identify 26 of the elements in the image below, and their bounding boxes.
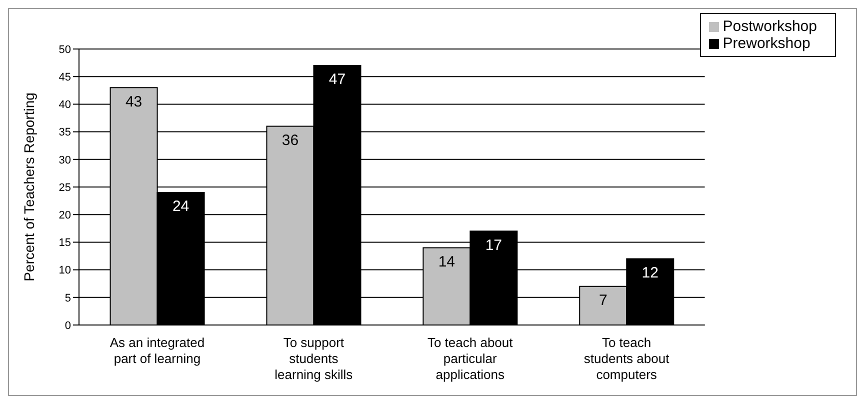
x-tick-label: To teach about particular applications <box>427 335 514 382</box>
y-tick-label: 0 <box>64 320 71 332</box>
y-tick-label: 25 <box>58 182 71 194</box>
x-tick-label: To support students learning skills <box>274 335 354 382</box>
data-label: 36 <box>282 132 299 149</box>
x-tick-label: To teach students about computers <box>584 335 670 382</box>
data-label: 24 <box>172 198 190 216</box>
y-tick-label: 10 <box>58 264 71 277</box>
x-tick-label: As an integrated part of learning <box>110 335 205 366</box>
y-tick-label: 30 <box>58 154 71 166</box>
y-tick-label: 50 <box>58 44 71 56</box>
legend-label: Postworkshop <box>722 18 817 35</box>
y-tick-label: 40 <box>58 99 71 112</box>
data-label: 14 <box>438 253 456 270</box>
data-label: 43 <box>125 93 142 110</box>
y-tick-label: 15 <box>58 237 71 250</box>
data-label: 47 <box>328 71 346 88</box>
y-axis-title: Percent of Teachers Reporting <box>20 92 37 282</box>
y-tick-label: 20 <box>58 210 71 222</box>
y-tick-label: 45 <box>58 72 71 84</box>
y-tick-label: 5 <box>64 292 71 304</box>
data-label: 7 <box>598 292 608 310</box>
y-tick-label: 35 <box>58 126 71 139</box>
legend-label: Preworkshop <box>722 35 810 52</box>
data-label: 12 <box>642 264 658 282</box>
data-label: 17 <box>485 236 502 254</box>
